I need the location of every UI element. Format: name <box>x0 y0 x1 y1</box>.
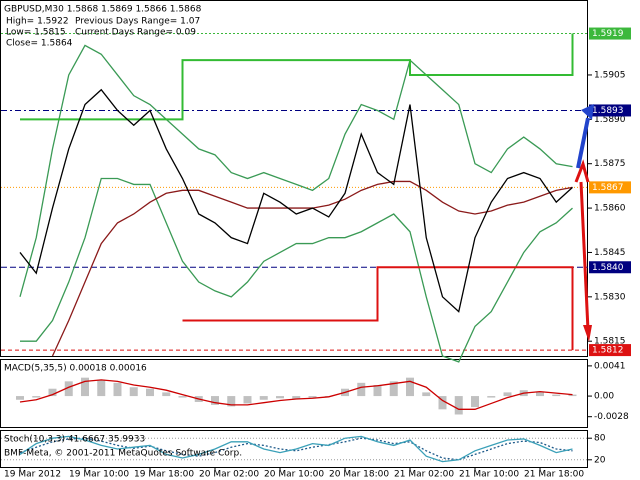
x-tick-label: 21 Mar 10:00 <box>459 470 519 480</box>
info-text: Low= 1.5815 <box>6 28 66 38</box>
y-tick-label: 20 <box>594 455 606 465</box>
up-arrow-head <box>581 104 594 120</box>
histogram-bar <box>162 392 171 397</box>
histogram-bar <box>438 396 447 410</box>
histogram-bar <box>129 387 138 397</box>
histogram-bar <box>568 394 577 397</box>
x-tick-label: 21 Mar 02:00 <box>394 470 454 480</box>
level-label: 1.5840 <box>592 263 624 273</box>
macd-panel <box>0 359 588 428</box>
histogram-bar <box>503 392 512 397</box>
level-label: 1.5893 <box>592 106 624 116</box>
arrow-top <box>574 159 590 183</box>
histogram-bar <box>357 382 366 397</box>
panel-title: GBPUSD,M30 1.5868 1.5869 1.5866 1.5868 <box>4 5 202 15</box>
histogram-bar <box>146 388 154 397</box>
y-tick-label: 80 <box>594 434 606 444</box>
series-line <box>19 435 573 463</box>
down-arrow-head <box>583 325 592 342</box>
y-tick-label: 0.0041 <box>594 361 626 371</box>
series-line <box>20 33 574 121</box>
info-text: Close= 1.5864 <box>6 39 73 49</box>
x-tick-label: 19 Mar 10:00 <box>69 470 129 480</box>
histogram-bar <box>64 381 73 397</box>
x-tick-label: 20 Mar 10:00 <box>264 470 324 480</box>
x-tick-label: 19 Mar 18:00 <box>134 470 194 480</box>
x-tick-label: 20 Mar 18:00 <box>329 470 389 480</box>
histogram-bar <box>536 391 544 397</box>
info-text: Current Days Range= 0.09 <box>75 28 196 38</box>
level-box <box>589 261 631 274</box>
series-line <box>19 437 573 461</box>
histogram-bar <box>48 388 57 397</box>
histogram-bar <box>373 385 382 397</box>
y-tick-label: -0.0028 <box>594 412 629 422</box>
plot-layer: 1.5815 1.5830 1.5845 1.5860 1.5875 1.5890 1.59… <box>1 5 631 480</box>
info-text: Previous Days Range= 1.07 <box>75 17 200 27</box>
level-label: 1.5867 <box>592 183 624 193</box>
y-tick-label: 1.5905 <box>594 70 626 80</box>
series-line <box>19 88 573 313</box>
histogram-bar <box>422 392 431 397</box>
copyright: BMF-Meta, © 2001-2011 MetaQuotes Softwar… <box>4 449 242 459</box>
x-tick-label: 21 Mar 18:00 <box>524 470 584 480</box>
y-tick-label: 1.5830 <box>594 292 626 302</box>
histogram-bar <box>81 377 89 397</box>
stoch-panel <box>0 430 588 468</box>
x-tick-label: 20 Mar 02:00 <box>199 470 259 480</box>
level-box <box>589 27 631 40</box>
y-tick-label: 1.5875 <box>594 159 626 169</box>
y-tick-label: 1.5890 <box>594 115 626 125</box>
histogram-bar <box>97 379 106 397</box>
histogram-bar <box>471 396 479 408</box>
histogram-bar <box>308 396 317 398</box>
level-box <box>589 344 631 357</box>
histogram-bar <box>227 396 236 407</box>
histogram-bar <box>243 396 252 404</box>
level-box <box>589 181 631 194</box>
panel-title: MACD(5,35,5) 0.00018 0.00016 <box>4 364 147 374</box>
series-line <box>182 266 574 351</box>
series-line <box>19 379 573 410</box>
histogram-bar <box>259 396 268 400</box>
y-tick-label: 1.5860 <box>594 204 626 214</box>
panel-title: Stoch(10,3,3) 41.6667 35.9933 <box>4 435 145 445</box>
up-arrow <box>576 117 590 169</box>
histogram-bar <box>454 396 463 415</box>
down-arrow <box>579 181 590 331</box>
level-label: 1.5919 <box>592 29 624 39</box>
histogram-bar <box>211 396 219 405</box>
histogram-bar <box>113 382 122 397</box>
histogram-bar <box>178 396 187 398</box>
info-text: High= 1.5922 <box>6 17 69 27</box>
y-tick-label: 1.5845 <box>594 248 626 258</box>
x-tick-label: 19 Mar 2012 <box>4 470 61 480</box>
histogram-bar <box>487 396 496 398</box>
y-tick-label: 0.00 <box>594 392 614 402</box>
histogram-bar <box>406 377 414 397</box>
histogram-bar <box>389 381 398 397</box>
histogram-bar <box>16 396 24 400</box>
histogram-bar <box>32 396 41 398</box>
y-tick-label: 1.5815 <box>594 337 626 347</box>
histogram-bar <box>292 396 301 400</box>
histogram-bar <box>552 394 561 397</box>
series-line <box>20 177 573 363</box>
series-line <box>19 44 573 298</box>
level-label: 1.5812 <box>592 346 624 356</box>
level-box <box>589 104 631 117</box>
histogram-bar <box>276 396 284 399</box>
